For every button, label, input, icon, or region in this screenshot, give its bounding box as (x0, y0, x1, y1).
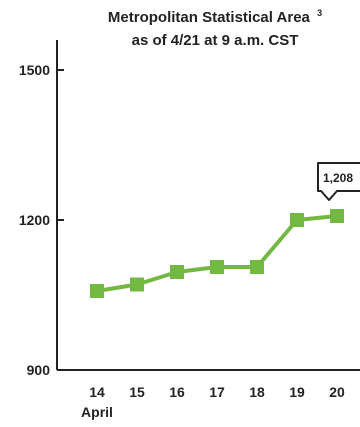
data-point-3 (210, 260, 224, 274)
chart-title-line-2: as of 4/21 at 9 a.m. CST (132, 32, 299, 49)
chart-title-main: Metropolitan Statistical Area (108, 9, 311, 26)
data-point-4 (250, 260, 264, 274)
data-point-2 (170, 265, 184, 279)
value-callout: 1,208 (317, 162, 360, 201)
x-tick-label-3: 17 (209, 384, 225, 400)
data-point-1 (130, 277, 144, 292)
y-axis-ticks: 900 1200 1500 (19, 62, 64, 378)
callout-bubble (317, 162, 360, 201)
x-tick-label-0: 14 (89, 384, 105, 400)
series-group (90, 209, 344, 298)
chart-title-superscript: 3 (317, 8, 322, 18)
data-point-5 (290, 213, 304, 227)
x-tick-label-4: 18 (249, 384, 265, 400)
x-tick-label-1: 15 (129, 384, 145, 400)
x-axis-label: April (81, 404, 113, 420)
y-tick-label-1: 1200 (19, 212, 50, 228)
x-tick-label-2: 16 (169, 384, 185, 400)
y-tick-label-0: 900 (27, 362, 51, 378)
callout-label: 1,208 (323, 171, 353, 185)
data-point-0 (90, 284, 104, 298)
x-tick-label-5: 19 (289, 384, 305, 400)
x-axis-ticks: 14 15 16 17 18 19 20 (89, 384, 345, 400)
data-point-6 (330, 209, 344, 223)
x-tick-label-6: 20 (329, 384, 345, 400)
chart-title-line-1: Metropolitan Statistical Area 3 (108, 8, 322, 26)
y-tick-label-2: 1500 (19, 62, 50, 78)
